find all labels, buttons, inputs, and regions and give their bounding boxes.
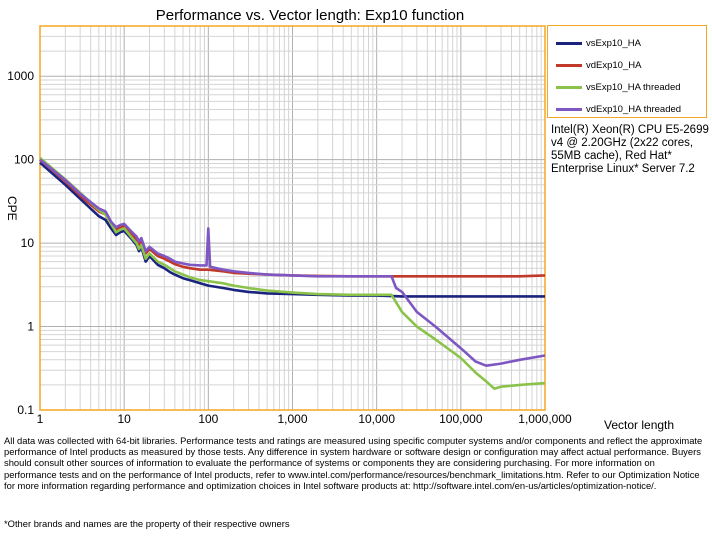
- chart: Performance vs. Vector length: Exp10 fun…: [5, 7, 674, 432]
- legend-item-vdexp10-ha: vdExp10_HA: [556, 58, 641, 72]
- chart-title: Performance vs. Vector length: Exp10 fun…: [156, 7, 465, 24]
- legend-label: vsExp10_HA threaded: [586, 81, 681, 93]
- legend: vsExp10_HA vdExp10_HA vsExp10_HA threade…: [547, 25, 707, 118]
- legend-swatch: [556, 107, 582, 111]
- x-tick-label: 100,000: [439, 412, 483, 426]
- x-tick-label: 1: [37, 412, 44, 426]
- legend-item-vsexp10-ha-threaded: vsExp10_HA threaded: [556, 80, 681, 94]
- series-line-2: [39, 156, 546, 391]
- legend-swatch: [556, 63, 582, 67]
- x-axis-ticks: 1 10 100 1,000 10,000 100,000 1,000,000: [37, 412, 572, 426]
- series-layer: [39, 156, 546, 391]
- y-tick-label: 1000: [7, 69, 34, 83]
- y-tick-label: 1: [27, 320, 34, 334]
- series-line-3: [39, 158, 546, 368]
- y-tick-label: 100: [14, 153, 34, 167]
- y-axis-label: CPE: [5, 196, 19, 221]
- legend-label: vdExp10_HA: [586, 59, 642, 71]
- legend-item-vsexp10-ha: vsExp10_HA: [556, 36, 641, 50]
- legend-label: vsExp10_HA: [586, 37, 641, 49]
- y-axis-ticks: 0.1 1 10 100 1000: [7, 69, 34, 417]
- legend-swatch: [556, 41, 582, 45]
- x-tick-label: 1,000,000: [518, 412, 572, 426]
- disclaimer-text: All data was collected with 64-bit libra…: [4, 435, 703, 491]
- x-tick-label: 1,000: [277, 412, 307, 426]
- cpu-note: Intel(R) Xeon(R) CPU E5-2699 v4 @ 2.20GH…: [551, 124, 709, 175]
- legend-item-vdexp10-ha-threaded: vdExp10_HA threaded: [556, 102, 681, 116]
- plot-area-frame: [39, 25, 546, 411]
- y-tick-label: 10: [21, 236, 35, 250]
- x-tick-label: 10: [117, 412, 131, 426]
- footnote: *Other brands and names are the property…: [4, 518, 290, 529]
- grid: [39, 25, 545, 411]
- x-tick-label: 10,000: [358, 412, 395, 426]
- x-axis-label: Vector length: [604, 418, 674, 432]
- x-tick-label: 100: [198, 412, 218, 426]
- legend-swatch: [556, 85, 582, 89]
- legend-label: vdExp10_HA threaded: [586, 103, 682, 115]
- y-tick-label: 0.1: [17, 403, 34, 417]
